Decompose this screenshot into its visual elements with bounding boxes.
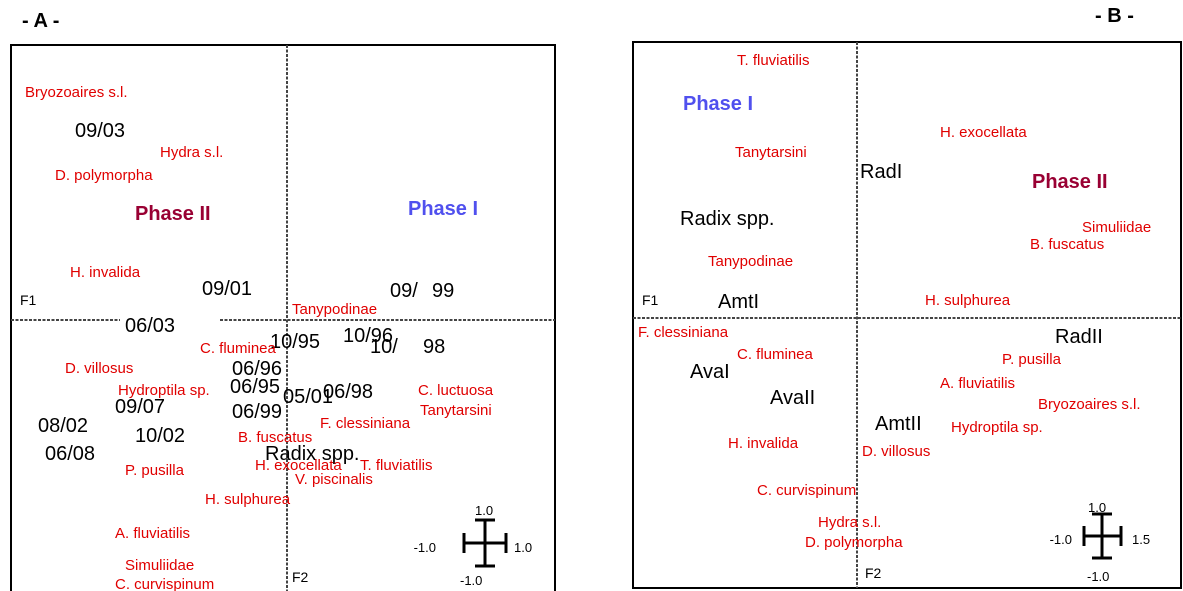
point-label: Tanypodinae xyxy=(708,253,793,270)
point-label: 10/ xyxy=(370,336,398,358)
point-label: 10/96 xyxy=(343,325,393,347)
point-label: H. invalida xyxy=(70,264,141,281)
point-label: H. sulphurea xyxy=(205,491,291,508)
point-label: 98 xyxy=(423,336,445,358)
point-label: Radix spp. xyxy=(680,208,775,230)
point-label: Phase II xyxy=(135,203,211,225)
point-label: B. fuscatus xyxy=(1030,236,1104,253)
point-label: P. pusilla xyxy=(125,462,185,479)
scale-label: -1.0 xyxy=(414,540,436,555)
point-label: 09/ xyxy=(390,280,418,302)
panel-b-frame xyxy=(632,41,1182,589)
panel-a-frame xyxy=(10,44,556,591)
scale-label: 1.0 xyxy=(1088,500,1106,515)
point-label: 09/01 xyxy=(202,278,252,300)
scale-label: -1.0 xyxy=(1050,532,1072,547)
point-label: Hydroptila sp. xyxy=(118,382,210,399)
point-label: T. fluviatilis xyxy=(737,52,810,69)
point-label: Bryozoaires s.l. xyxy=(25,84,128,101)
point-label: Phase I xyxy=(408,198,478,220)
panel-title: - A - xyxy=(22,10,59,32)
scale-label: 1.0 xyxy=(475,503,493,518)
point-label: A. fluviatilis xyxy=(940,375,1015,392)
point-label: Hydra s.l. xyxy=(818,514,881,531)
point-label: 08/02 xyxy=(38,415,88,437)
point-label: D. polymorpha xyxy=(55,167,153,184)
point-label: D. polymorpha xyxy=(805,534,903,551)
point-label: D. villosus xyxy=(862,443,930,460)
point-label: 05/01 xyxy=(283,386,333,408)
point-label: Phase I xyxy=(683,93,753,115)
point-label: C. fluminea xyxy=(200,340,277,357)
point-label: Radix spp. xyxy=(265,443,360,465)
point-label: 09/03 xyxy=(75,120,125,142)
point-label: AvaII xyxy=(770,387,815,409)
axis-label: F2 xyxy=(292,569,309,585)
point-label: 09/07 xyxy=(115,396,165,418)
point-label: 06/08 xyxy=(45,443,95,465)
point-label: Tanytarsini xyxy=(735,144,807,161)
scale-label: 1.0 xyxy=(514,540,532,555)
point-label: RadI xyxy=(860,161,902,183)
point-label: C. curvispinum xyxy=(757,482,856,499)
point-label: Hydroptila sp. xyxy=(951,419,1043,436)
point-label: RadII xyxy=(1055,326,1103,348)
axis-label: F2 xyxy=(865,565,882,581)
scale-label: -1.0 xyxy=(460,573,482,588)
point-label: C. fluminea xyxy=(737,346,814,363)
point-label: Simuliidae xyxy=(1082,219,1151,236)
point-label: C. luctuosa xyxy=(418,382,494,399)
point-label: AvaI xyxy=(690,361,730,383)
point-label: Phase II xyxy=(1032,171,1108,193)
point-label: F. clessiniana xyxy=(638,324,729,341)
point-label: 10/02 xyxy=(135,425,185,447)
point-label: F. clessiniana xyxy=(320,415,411,432)
point-label: D. villosus xyxy=(65,360,133,377)
point-label: H. exocellata xyxy=(255,457,342,474)
point-label: AmtI xyxy=(718,291,759,313)
point-label: B. fuscatus xyxy=(238,429,312,446)
point-label: Tanytarsini xyxy=(420,402,492,419)
point-label: Hydra s.l. xyxy=(160,144,223,161)
point-label: H. sulphurea xyxy=(925,292,1011,309)
point-label: T. fluviatilis xyxy=(360,457,433,474)
point-label: 99 xyxy=(432,280,454,302)
panel-title: - B - xyxy=(1095,5,1134,27)
axis-label: F1 xyxy=(20,292,37,308)
point-label: C. curvispinum xyxy=(115,576,214,591)
point-label: H. invalida xyxy=(728,435,799,452)
point-label: P. pusilla xyxy=(1002,351,1062,368)
point-label: Simuliidae xyxy=(125,557,194,574)
point-label: 06/96 xyxy=(232,358,282,380)
point-label: AmtII xyxy=(875,413,922,435)
point-label: Bryozoaires s.l. xyxy=(1038,396,1141,413)
point-label: V. piscinalis xyxy=(295,471,373,488)
point-label: 06/98 xyxy=(323,381,373,403)
axis-label: F1 xyxy=(642,292,659,308)
scale-cross xyxy=(462,518,508,568)
scale-label: 1.5 xyxy=(1132,532,1150,547)
point-label: 06/03 xyxy=(125,315,175,337)
point-label: Tanypodinae xyxy=(292,301,377,318)
point-label: 10/95 xyxy=(270,331,320,353)
point-label: 06/99 xyxy=(232,401,282,423)
scale-label: -1.0 xyxy=(1087,569,1109,584)
point-label: 06/95 xyxy=(230,376,280,398)
point-label: H. exocellata xyxy=(940,124,1027,141)
scale-cross xyxy=(1082,512,1123,560)
point-label: A. fluviatilis xyxy=(115,525,190,542)
